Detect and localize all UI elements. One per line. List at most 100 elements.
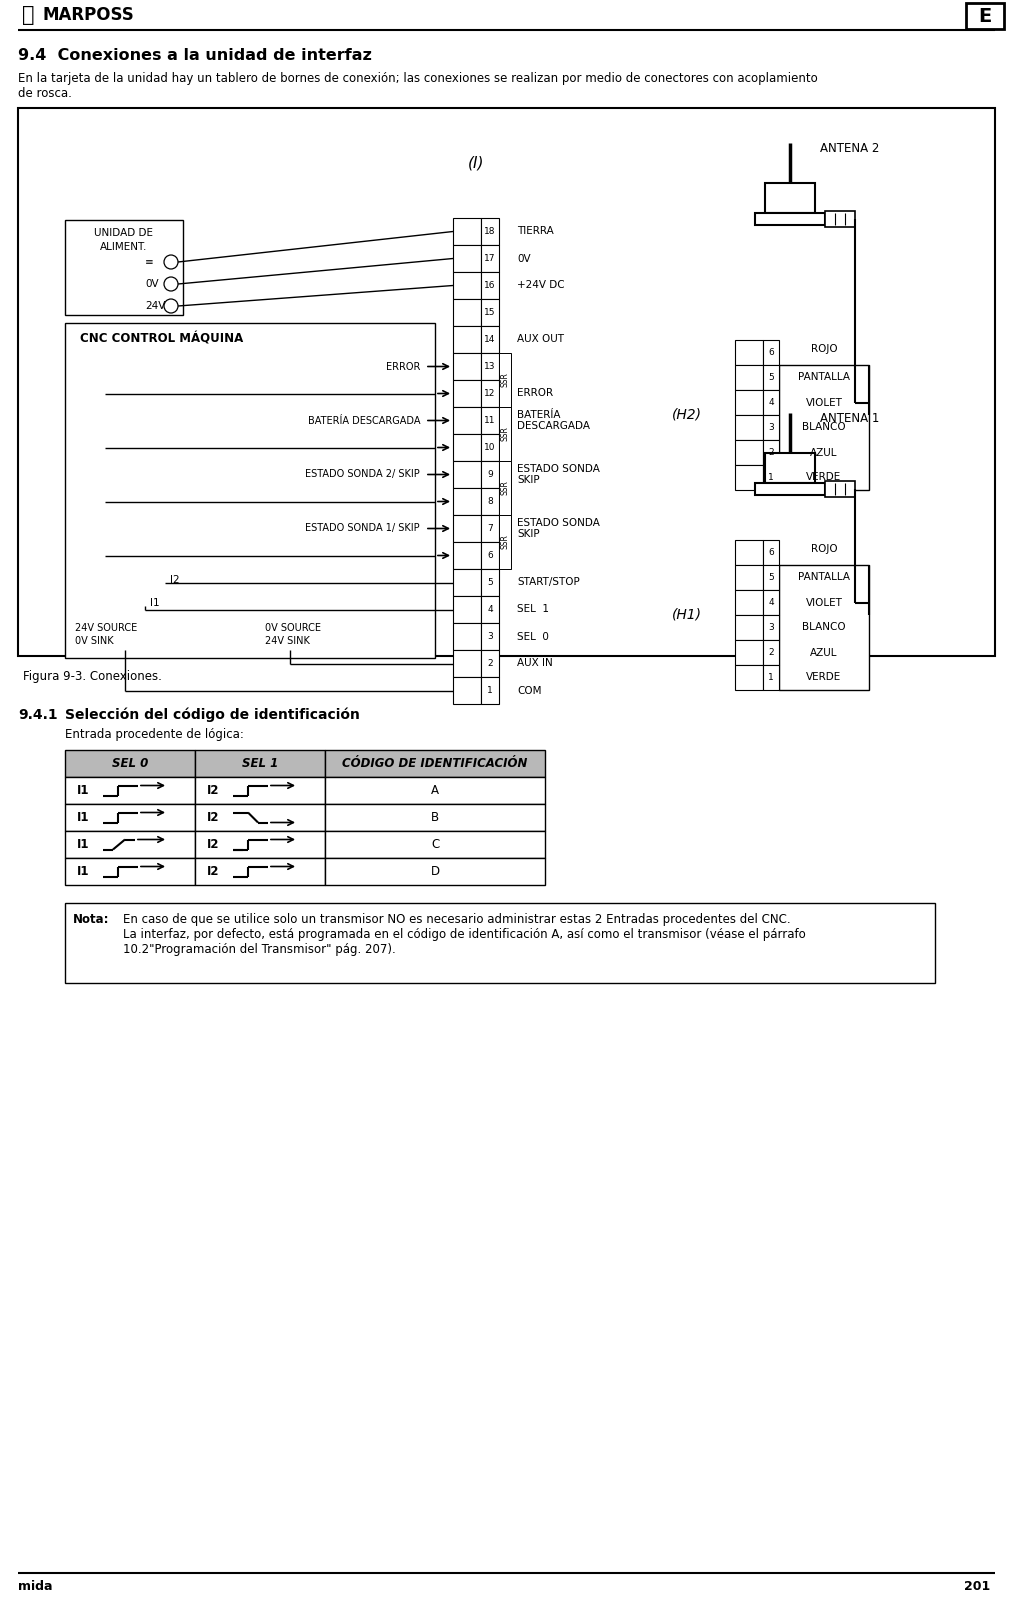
Bar	[481, 299, 499, 326]
Bar	[481, 461, 499, 488]
Bar	[453, 461, 481, 488]
Text: ESTADO SONDA 1/ SKIP: ESTADO SONDA 1/ SKIP	[305, 523, 420, 534]
Bar	[763, 416, 779, 440]
Text: 1: 1	[768, 473, 774, 481]
Text: ERROR: ERROR	[386, 361, 420, 371]
Bar	[763, 665, 779, 691]
Bar	[735, 590, 763, 616]
Text: Selección del código de identificación: Selección del código de identificación	[65, 708, 360, 723]
Text: 9.4.1: 9.4.1	[18, 708, 58, 723]
Bar	[194, 750, 325, 777]
Text: 12: 12	[484, 389, 495, 398]
Text: 8: 8	[487, 497, 493, 505]
Text: I1: I1	[150, 598, 160, 608]
Text: SEL 0: SEL 0	[111, 756, 148, 771]
Text: Entrada procedente de lógica:: Entrada procedente de lógica:	[65, 728, 244, 740]
Bar	[194, 831, 325, 859]
Text: 201: 201	[963, 1580, 990, 1593]
Text: 24V SINK: 24V SINK	[265, 636, 310, 646]
Text: 2: 2	[487, 659, 492, 668]
Bar	[763, 640, 779, 665]
Bar	[481, 651, 499, 676]
Text: SSR: SSR	[500, 373, 510, 387]
Text: 13: 13	[484, 361, 495, 371]
Bar	[825, 211, 855, 227]
Text: 10: 10	[484, 443, 495, 453]
Bar	[735, 390, 763, 416]
Bar	[325, 777, 545, 804]
Text: AZUL: AZUL	[810, 648, 838, 657]
Bar	[65, 750, 194, 777]
Text: PANTALLA: PANTALLA	[798, 373, 850, 382]
Bar	[763, 590, 779, 616]
Text: I2: I2	[207, 838, 220, 851]
Bar	[481, 272, 499, 299]
Bar	[825, 481, 855, 497]
Bar	[65, 804, 194, 831]
Text: BATERÍA DESCARGADA: BATERÍA DESCARGADA	[308, 416, 420, 425]
Text: VIOLET: VIOLET	[805, 398, 843, 408]
Text: I2: I2	[207, 811, 220, 823]
Bar	[481, 353, 499, 381]
Bar	[763, 564, 779, 590]
Bar	[325, 750, 545, 777]
Text: 4: 4	[768, 598, 774, 608]
Text: ROJO: ROJO	[810, 344, 838, 353]
Bar	[735, 640, 763, 665]
Text: 1: 1	[768, 673, 774, 683]
Bar	[18, 109, 995, 656]
Text: 7: 7	[487, 524, 493, 532]
Text: I1: I1	[77, 838, 89, 851]
Bar	[453, 596, 481, 624]
Bar	[194, 859, 325, 884]
Text: CNC CONTROL MÁQUINA: CNC CONTROL MÁQUINA	[80, 333, 243, 345]
Text: D: D	[431, 865, 440, 878]
Text: +24V DC: +24V DC	[517, 280, 564, 291]
Bar	[499, 353, 511, 408]
Text: 2: 2	[768, 648, 774, 657]
Text: 15: 15	[484, 309, 495, 317]
Bar	[765, 453, 815, 483]
Text: 11: 11	[484, 416, 495, 425]
Text: (H1): (H1)	[672, 608, 702, 622]
Text: 24V: 24V	[145, 301, 165, 310]
Bar	[481, 381, 499, 408]
Text: 0V SOURCE: 0V SOURCE	[265, 624, 321, 633]
Text: 14: 14	[484, 336, 495, 344]
Bar	[65, 323, 435, 659]
Bar	[194, 777, 325, 804]
Bar	[325, 804, 545, 831]
Bar	[481, 408, 499, 433]
Text: I1: I1	[77, 811, 89, 823]
Bar	[481, 326, 499, 353]
Bar	[499, 515, 511, 569]
Text: VIOLET: VIOLET	[805, 598, 843, 608]
Bar	[481, 433, 499, 461]
Bar	[453, 353, 481, 381]
Bar	[325, 859, 545, 884]
Text: VERDE: VERDE	[806, 673, 842, 683]
Bar	[735, 540, 763, 564]
Bar	[453, 381, 481, 408]
Bar	[453, 217, 481, 245]
Bar	[735, 616, 763, 640]
Text: 3: 3	[768, 624, 774, 632]
Bar	[735, 416, 763, 440]
Text: de rosca.: de rosca.	[18, 86, 72, 101]
Bar	[763, 540, 779, 564]
Bar	[481, 515, 499, 542]
Text: SSR: SSR	[500, 534, 510, 550]
Bar	[481, 217, 499, 245]
Bar	[763, 465, 779, 489]
Text: 24V SOURCE: 24V SOURCE	[75, 624, 137, 633]
Bar	[453, 326, 481, 353]
Text: (H2): (H2)	[672, 408, 702, 422]
Text: Nota:: Nota:	[73, 913, 109, 926]
Bar	[735, 440, 763, 465]
Text: ROJO: ROJO	[810, 544, 838, 553]
Bar	[763, 616, 779, 640]
Text: 3: 3	[487, 632, 493, 641]
Bar	[779, 365, 869, 489]
Text: (I): (I)	[468, 155, 484, 171]
Bar	[325, 831, 545, 859]
